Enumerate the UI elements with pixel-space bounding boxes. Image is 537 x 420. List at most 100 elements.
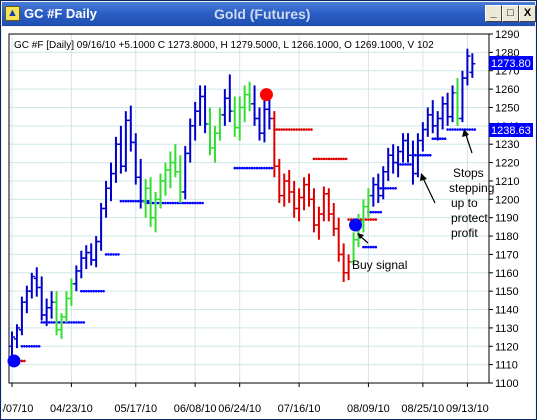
price-bar xyxy=(449,85,456,123)
price-bar xyxy=(236,96,243,141)
price-bar xyxy=(216,107,223,141)
stop-dot xyxy=(443,137,447,140)
stop-dot xyxy=(233,166,237,170)
stop-dot xyxy=(399,163,402,166)
stop-dot xyxy=(285,128,289,131)
y-tick-label: 1250 xyxy=(495,102,519,114)
price-bar xyxy=(306,173,312,207)
x-tick-label: 08/09/10 xyxy=(347,403,390,415)
price-bar xyxy=(197,85,204,126)
stops-arrow2-line xyxy=(465,134,473,154)
buy-arrow-head xyxy=(357,233,364,239)
price-bar xyxy=(256,107,263,141)
stop-dot xyxy=(453,128,457,131)
price-bar xyxy=(345,254,352,281)
stop-dot xyxy=(260,166,264,170)
stop-dot xyxy=(23,344,26,348)
price-bar xyxy=(439,96,446,130)
price-bar xyxy=(419,122,426,152)
stop-dot xyxy=(305,128,308,131)
stop-dot xyxy=(52,321,56,324)
stop-dot xyxy=(92,289,95,293)
stop-dot xyxy=(169,201,172,205)
stop-dot xyxy=(287,128,291,131)
price-bar xyxy=(28,272,35,299)
stop-dot xyxy=(325,157,328,161)
stop-dot xyxy=(414,153,417,157)
stop-price-label: 1238.63 xyxy=(491,125,531,137)
stop-dot xyxy=(102,289,105,293)
stop-dot xyxy=(146,201,150,205)
stops-label-line4: protect xyxy=(451,211,488,225)
x-tick-label: 04/23/10 xyxy=(50,403,93,415)
stop-dot xyxy=(451,128,454,131)
y-tick-label: 1200 xyxy=(495,194,519,206)
stop-dot xyxy=(471,128,474,131)
stop-dot xyxy=(196,201,199,205)
x-tick-label: 06/08/10 xyxy=(174,403,217,415)
stop-dot xyxy=(99,289,103,293)
stop-dot xyxy=(295,128,298,131)
stops-label-line2: stepping xyxy=(449,181,494,195)
stop-dot xyxy=(372,245,375,249)
y-tick-label: 1120 xyxy=(495,341,519,353)
price-bar xyxy=(385,147,392,181)
stop-dot xyxy=(119,199,123,203)
stop-dot xyxy=(30,344,34,348)
stop-dot xyxy=(431,137,435,140)
price-chart[interactable]: GC #F [Daily] 09/16/10 +5.1000 C 1273.80… xyxy=(2,27,535,419)
price-bar xyxy=(395,146,402,178)
stop-dot xyxy=(146,199,150,203)
maximize-button[interactable]: □ xyxy=(502,5,519,22)
y-tick-label: 1260 xyxy=(495,84,519,96)
stop-dot xyxy=(379,186,383,190)
chart-icon: ▲ xyxy=(5,6,20,21)
price-bar xyxy=(390,144,397,174)
stop-dot xyxy=(50,321,53,324)
x-tick-label: 09/13/10 xyxy=(446,403,489,415)
x-tick-label: 08/25/10 xyxy=(401,403,444,415)
plot-frame xyxy=(8,33,490,384)
stop-dot xyxy=(424,153,427,157)
stop-dot xyxy=(282,128,286,131)
stop-dot xyxy=(297,128,301,131)
y-axis: 1100 1110 1120 1130 1140 1150 1160 1170 1180 1190… xyxy=(489,29,519,390)
stop-dot xyxy=(243,166,246,170)
price-bar xyxy=(48,291,55,319)
stop-dot xyxy=(255,166,259,170)
stop-dot xyxy=(131,199,135,203)
chart-area[interactable]: GC #F [Daily] 09/16/10 +5.1000 C 1273.80… xyxy=(2,27,535,419)
y-tick-label: 1150 xyxy=(495,286,519,298)
stops-label-line3: up to xyxy=(451,196,478,210)
stop-dot xyxy=(448,128,452,131)
price-bar xyxy=(266,98,273,130)
y-tick-label: 1100 xyxy=(495,378,519,390)
minimize-button[interactable]: _ xyxy=(485,5,502,22)
stop-dot xyxy=(263,166,266,170)
stop-dot xyxy=(72,321,76,324)
stop-dot xyxy=(317,157,321,161)
price-bar xyxy=(296,188,303,222)
stop-dot xyxy=(240,166,244,170)
stop-dot xyxy=(62,321,66,324)
last-price-badge xyxy=(489,56,533,70)
stop-dot xyxy=(109,253,113,256)
price-bar xyxy=(315,206,322,240)
price-bar xyxy=(469,53,476,78)
price-bar xyxy=(53,291,60,336)
stop-dot xyxy=(188,201,192,205)
close-button[interactable]: X xyxy=(519,5,536,22)
stop-dot xyxy=(374,245,378,249)
chart-title: Gold (Futures) xyxy=(214,6,311,22)
price-bar xyxy=(83,245,90,270)
price-bar xyxy=(330,202,337,237)
y-tick-label: 1290 xyxy=(495,29,519,41)
x-tick-label: 05/17/10 xyxy=(114,403,157,415)
price-bar xyxy=(424,107,431,137)
stop-dot xyxy=(466,128,469,131)
stop-dot xyxy=(198,201,202,205)
stops-arrow2-head xyxy=(462,129,469,137)
stop-dot xyxy=(278,128,281,131)
y-tick-label: 1220 xyxy=(495,158,519,170)
title-bar[interactable]: ▲ GC #F Daily Gold (Futures) _ □ X xyxy=(2,2,536,26)
